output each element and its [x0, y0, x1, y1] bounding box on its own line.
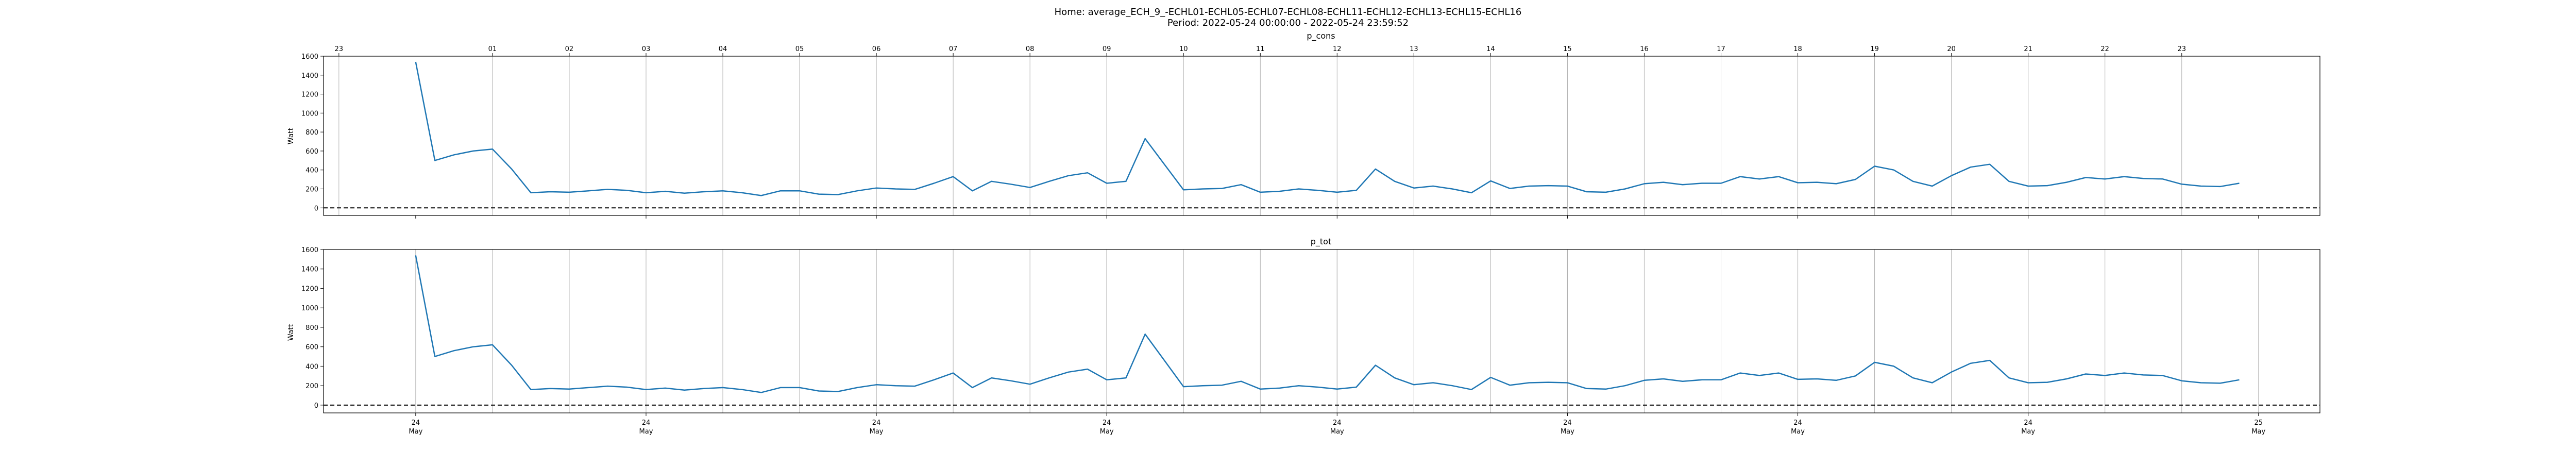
- y-tick-label: 1600: [301, 246, 318, 254]
- y-tick-label: 1400: [301, 72, 318, 80]
- y-tick-label: 800: [306, 129, 318, 137]
- x-top-tick-label: 04: [719, 45, 727, 53]
- y-tick-label: 800: [306, 324, 318, 332]
- x-tick-label-day: 24: [2024, 419, 2032, 427]
- panel-title: p_tot: [1311, 237, 1332, 247]
- y-axis-label: Watt: [287, 127, 295, 144]
- chart-panel-p-tot: p_tot Watt 24May24May24May24May24May24Ma…: [287, 237, 2320, 436]
- x-tick-label-month: May: [1561, 428, 1574, 436]
- x-top-tick-label: 23: [335, 45, 344, 53]
- x-top-tick-label: 18: [1793, 45, 1802, 53]
- plot-frame: [323, 56, 2320, 216]
- x-tick-label-month: May: [639, 428, 653, 436]
- y-axis-label: Watt: [287, 324, 295, 341]
- y-tick-label: 0: [314, 402, 318, 410]
- x-tick-label-day: 24: [1793, 419, 1802, 427]
- x-tick-label-month: May: [1330, 428, 1344, 436]
- x-tick-label-day: 24: [1563, 419, 1572, 427]
- x-top-tick-label: 15: [1563, 45, 1572, 53]
- y-tick-label: 400: [306, 363, 318, 371]
- y-tick-label: 600: [306, 148, 318, 156]
- x-tick-label-month: May: [409, 428, 422, 436]
- x-top-tick-label: 14: [1486, 45, 1495, 53]
- x-tick-label-month: May: [1791, 428, 1805, 436]
- x-top-tick-label: 02: [565, 45, 574, 53]
- x-top-tick-label: 01: [488, 45, 497, 53]
- x-top-tick-label: 06: [872, 45, 881, 53]
- plot-frame: [323, 249, 2320, 413]
- x-top-tick-label: 22: [2100, 45, 2109, 53]
- x-top-tick-label: 17: [1717, 45, 1725, 53]
- x-tick-label-month: May: [2021, 428, 2035, 436]
- x-top-tick-label: 16: [1640, 45, 1649, 53]
- x-top-tick-label: 07: [949, 45, 958, 53]
- x-top-tick-label: 23: [2177, 45, 2186, 53]
- y-tick-label: 0: [314, 205, 318, 212]
- x-tick-label-day: 24: [1333, 419, 1342, 427]
- series-line: [415, 255, 2240, 393]
- figure-title-line2: Period: 2022-05-24 00:00:00 - 2022-05-24…: [1167, 18, 1409, 28]
- series-line: [415, 61, 2240, 196]
- x-tick-label-month: May: [2251, 428, 2265, 436]
- y-tick-label: 200: [306, 186, 318, 194]
- y-tick-label: 600: [306, 344, 318, 352]
- y-tick-label: 1200: [301, 91, 318, 99]
- x-top-tick-label: 10: [1179, 45, 1188, 53]
- y-tick-label: 1600: [301, 53, 318, 61]
- x-tick-label-month: May: [1100, 428, 1114, 436]
- x-top-tick-label: 03: [642, 45, 651, 53]
- x-top-tick-label: 11: [1256, 45, 1265, 53]
- x-top-tick-label: 12: [1333, 45, 1342, 53]
- x-top-tick-label: 19: [1870, 45, 1879, 53]
- x-tick-label-day: 24: [412, 419, 420, 427]
- panel-title: p_cons: [1307, 31, 1335, 41]
- x-top-tick-label: 20: [1947, 45, 1956, 53]
- x-tick-label-month: May: [870, 428, 884, 436]
- y-tick-label: 200: [306, 382, 318, 390]
- y-tick-label: 400: [306, 167, 318, 175]
- y-tick-label: 1000: [301, 110, 318, 118]
- figure-title-line1: Home: average_ECH_9_-ECHL01-ECHL05-ECHL0…: [1055, 7, 1522, 18]
- x-tick-label-day: 24: [1103, 419, 1111, 427]
- y-tick-label: 1200: [301, 285, 318, 293]
- x-top-tick-label: 05: [795, 45, 804, 53]
- x-top-tick-label: 08: [1026, 45, 1035, 53]
- chart-panel-p-cons: p_cons Watt 23 01 02 03 04 05 06 07 08 09 10 11 12 13…: [287, 31, 2320, 219]
- x-top-tick-label: 09: [1103, 45, 1111, 53]
- x-top-tick-label: 21: [2024, 45, 2032, 53]
- y-tick-label: 1400: [301, 266, 318, 274]
- y-tick-label: 1000: [301, 305, 318, 312]
- x-tick-label-day: 24: [872, 419, 881, 427]
- x-top-tick-label: 13: [1410, 45, 1418, 53]
- x-tick-label-day: 24: [642, 419, 651, 427]
- x-tick-label-day: 25: [2254, 419, 2263, 427]
